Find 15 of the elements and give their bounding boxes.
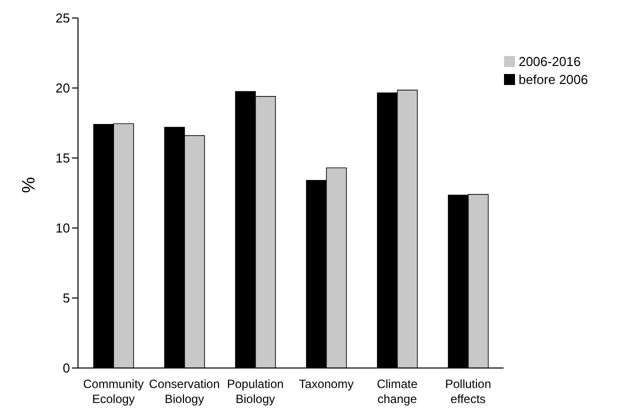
x-tick-label: Population Biology [226,377,284,406]
y-tick-label: 20 [56,80,70,96]
y-tick-label: 15 [56,150,70,166]
x-tick-label: Conservation Biology [149,377,220,406]
y-tick-label: 5 [62,290,70,306]
x-tick-label: Climate change [376,377,418,406]
legend-label: before 2006 [518,72,588,87]
y-tick-label: 25 [56,10,70,26]
y-axis-title: % [18,176,38,193]
y-tick-label: 0 [62,360,70,376]
x-tick-label: Pollution effects [445,377,492,406]
legend-label: 2006-2016 [518,54,581,69]
y-tick-label: 10 [56,220,70,236]
x-tick-label: Community Ecology [83,377,144,406]
x-tick-label: Taxonomy [298,377,354,391]
